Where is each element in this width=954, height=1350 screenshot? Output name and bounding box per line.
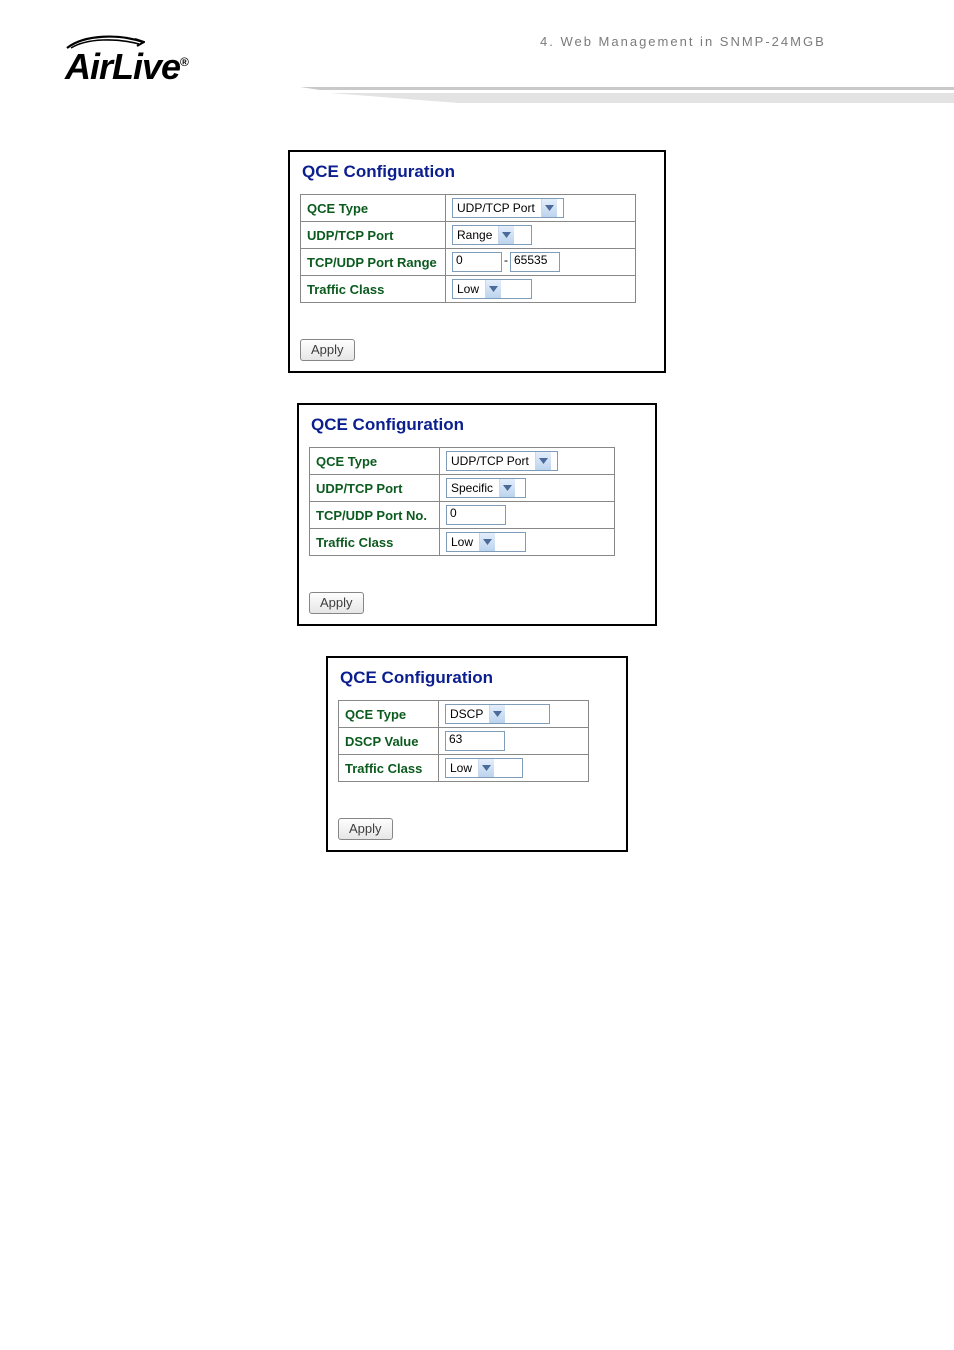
field-label: TCP/UDP Port Range [301,249,446,276]
field-label: QCE Type [339,701,439,728]
table-row: UDP/TCP Port Range [301,222,636,249]
chevron-down-icon[interactable] [541,199,557,217]
field-value-cell: 0 [440,502,615,529]
chevron-down-icon[interactable] [478,759,494,777]
panel-title: QCE Configuration [290,152,664,194]
apply-row: Apply [290,311,664,371]
table-row: QCE Type UDP/TCP Port [310,448,615,475]
table-row: Traffic Class Low [310,529,615,556]
chevron-down-icon[interactable] [498,226,514,244]
field-label: UDP/TCP Port [301,222,446,249]
select-value: Specific [451,481,499,495]
chevron-down-icon[interactable] [479,533,495,551]
config-table: QCE TypeUDP/TCP Port UDP/TCP PortSpecifi… [309,447,615,556]
page-header: AirLive® 4. Web Management in SNMP-24MGB [0,0,954,110]
field-label: UDP/TCP Port [310,475,440,502]
select-qce-type[interactable]: DSCP [445,704,550,724]
apply-button[interactable]: Apply [309,592,364,614]
input-dscp-value[interactable]: 63 [445,731,505,751]
table-row: TCP/UDP Port Range0-65535 [301,249,636,276]
qce-config-panel: QCE ConfigurationQCE TypeUDP/TCP Port UD… [297,403,657,626]
field-label: DSCP Value [339,728,439,755]
apply-button[interactable]: Apply [338,818,393,840]
select-qce-type[interactable]: UDP/TCP Port [446,451,558,471]
chevron-down-icon[interactable] [499,479,515,497]
apply-button[interactable]: Apply [300,339,355,361]
select-value: Low [450,761,478,775]
field-value-cell: Specific [440,475,615,502]
field-label: Traffic Class [339,755,439,782]
chevron-down-icon[interactable] [485,280,501,298]
select-udp-tcp-port[interactable]: Specific [446,478,526,498]
select-value: UDP/TCP Port [451,454,535,468]
select-traffic-class[interactable]: Low [452,279,532,299]
table-row: QCE Type UDP/TCP Port [301,195,636,222]
input-port-range-to[interactable]: 65535 [510,252,560,272]
field-label: QCE Type [301,195,446,222]
config-table: QCE Type DSCP DSCP Value 63 Traffic Class Lo… [338,700,589,782]
select-traffic-class[interactable]: Low [445,758,523,778]
field-value-cell: Low [446,276,636,303]
field-label: Traffic Class [301,276,446,303]
select-value: Low [457,282,485,296]
select-value: DSCP [450,707,489,721]
config-table: QCE TypeUDP/TCP Port UDP/TCP PortRange T… [300,194,636,303]
table-row: DSCP Value 63 [339,728,589,755]
field-label: QCE Type [310,448,440,475]
panel-title: QCE Configuration [328,658,626,700]
field-value-cell: Low [440,529,615,556]
apply-row: Apply [299,564,655,624]
qce-config-panel: QCE ConfigurationQCE TypeUDP/TCP Port UD… [288,150,666,373]
airlive-logo: AirLive® [65,30,188,85]
header-breadcrumb: 4. Web Management in SNMP-24MGB [540,34,826,49]
panel-title: QCE Configuration [299,405,655,447]
field-value-cell: UDP/TCP Port [440,448,615,475]
chevron-down-icon[interactable] [535,452,551,470]
field-label: Traffic Class [310,529,440,556]
logo-wordmark: AirLive® [65,49,188,85]
field-value-cell: Range [446,222,636,249]
table-row: UDP/TCP Port Specific [310,475,615,502]
apply-row: Apply [328,790,626,850]
select-udp-tcp-port[interactable]: Range [452,225,532,245]
table-row: Traffic Class Low [339,755,589,782]
field-value-cell: 0-65535 [446,249,636,276]
field-label: TCP/UDP Port No. [310,502,440,529]
field-value-cell: 63 [439,728,589,755]
field-value-cell: Low [439,755,589,782]
input-tcp-udp-port-no-[interactable]: 0 [446,505,506,525]
table-row: Traffic Class Low [301,276,636,303]
field-value-cell: DSCP [439,701,589,728]
input-port-range-from[interactable]: 0 [452,252,502,272]
select-value: Range [457,228,498,242]
range-dash: - [502,253,510,267]
select-value: Low [451,535,479,549]
select-traffic-class[interactable]: Low [446,532,526,552]
field-value-cell: UDP/TCP Port [446,195,636,222]
table-row: QCE Type DSCP [339,701,589,728]
select-value: UDP/TCP Port [457,201,541,215]
select-qce-type[interactable]: UDP/TCP Port [452,198,564,218]
qce-config-panel: QCE ConfigurationQCE Type DSCP DSCP Value… [326,656,628,852]
chevron-down-icon[interactable] [489,705,505,723]
table-row: TCP/UDP Port No. 0 [310,502,615,529]
header-divider-band [300,85,954,103]
